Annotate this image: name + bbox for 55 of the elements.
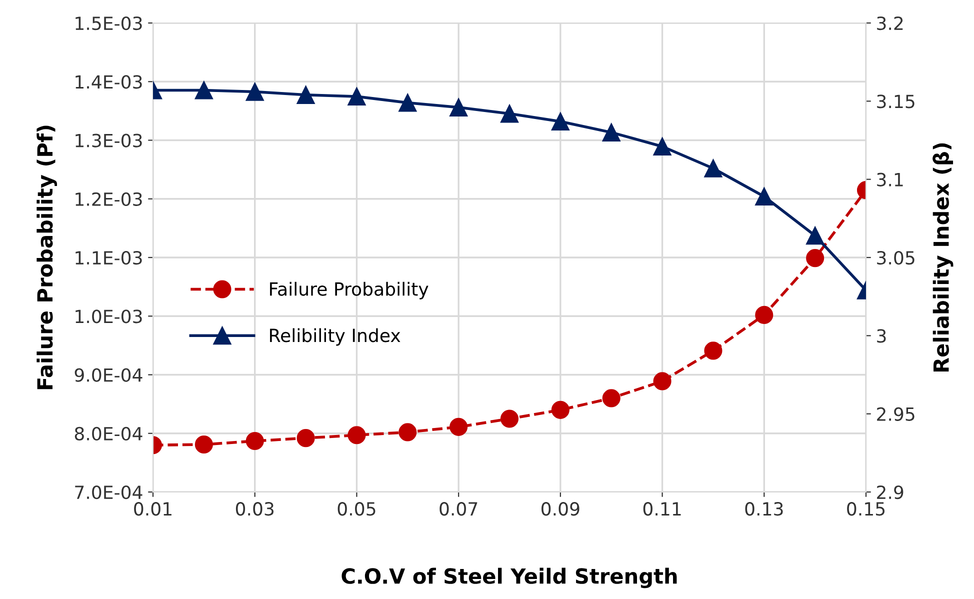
y-tick-label: 7.0E-04 (75, 485, 142, 500)
point (602, 123, 620, 142)
y2-tick-label: 2.9 (877, 485, 904, 500)
x-tick-label: 0.15 (847, 502, 885, 516)
point (551, 112, 570, 131)
x-axis-title: C.O.V of Steel Yeild Strength (342, 568, 677, 588)
y-tick-label: 1.0E-03 (76, 310, 142, 324)
y-tick-label: 9.0E-04 (74, 368, 142, 382)
y2-tick-label: 3.1 (877, 172, 903, 186)
y2-tick-label: 3.15 (877, 94, 914, 108)
point (602, 389, 620, 408)
x-tick-label: 0.11 (643, 502, 681, 516)
point (500, 104, 519, 123)
point (246, 432, 264, 450)
y-tick-label: 1.5E-03 (76, 16, 142, 30)
point (653, 372, 672, 390)
point (704, 342, 722, 360)
y2-tick-label: 3 (877, 329, 886, 343)
point (704, 159, 722, 178)
point (755, 306, 774, 324)
point (398, 423, 417, 442)
point (246, 82, 264, 101)
point (500, 410, 519, 428)
y2-tick-label: 3.2 (877, 16, 903, 30)
point (806, 226, 824, 245)
x-tick-label: 0.13 (745, 502, 783, 516)
x-tick-label: 0.01 (134, 502, 172, 516)
point (653, 137, 672, 156)
point (348, 426, 366, 444)
point (194, 435, 213, 454)
y-tick-label: 1.3E-03 (76, 134, 142, 148)
x-tick-label: 0.03 (236, 502, 274, 516)
point (296, 429, 315, 448)
point (296, 86, 315, 104)
y2-tick-label: 2.95 (877, 407, 914, 421)
y-tick-label: 8.0E-04 (74, 426, 142, 440)
point (348, 87, 366, 106)
point (551, 400, 570, 419)
point (806, 249, 824, 268)
point (194, 81, 213, 100)
legend-label: Relibility Index (270, 328, 400, 346)
x-tick-label: 0.07 (440, 502, 478, 516)
y-axis-title: Failure Probability (Pf) (36, 126, 57, 390)
point (450, 98, 468, 116)
x-tick-label: 0.09 (542, 502, 580, 516)
y2-tick-label: 3.05 (877, 250, 914, 265)
y-tick-label: 1.4E-03 (76, 75, 142, 89)
point (398, 94, 417, 112)
legend-label: Failure Probability (270, 282, 428, 300)
y-tick-label: 1.2E-03 (76, 192, 142, 206)
point (450, 418, 468, 436)
y2-axis-title: Reliability Index (β) (932, 143, 954, 372)
y-tick-label: 1.1E-03 (76, 250, 142, 265)
x-tick-label: 0.05 (338, 502, 376, 516)
point (755, 188, 774, 206)
